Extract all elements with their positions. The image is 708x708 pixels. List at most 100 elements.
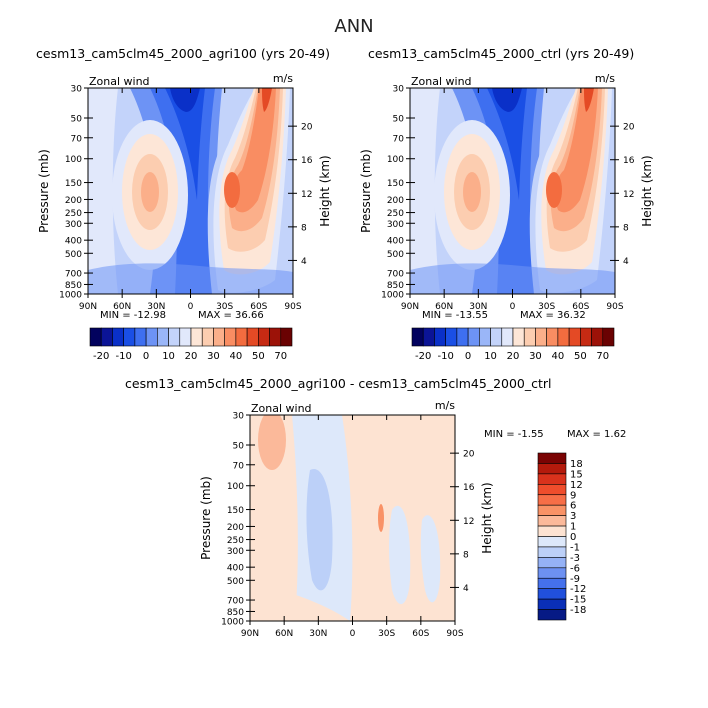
colorbar-swatch: [123, 327, 136, 347]
colorbar-label: 10: [162, 351, 175, 362]
colorbar-swatch: [557, 327, 570, 347]
x-tick-label: 90N: [241, 629, 259, 639]
y-tick-label: 100: [65, 155, 82, 165]
panel2-field: [410, 88, 615, 294]
colorbar-label: 70: [274, 351, 287, 362]
height-tick-label: 8: [463, 550, 469, 560]
x-tick-label: 60N: [275, 629, 293, 639]
x-tick-label: 90S: [446, 629, 463, 639]
height-tick-label: 8: [301, 223, 307, 233]
height-tick-label: 8: [623, 223, 629, 233]
colorbar-swatch: [434, 327, 446, 347]
colorbar-label: 30: [529, 351, 542, 362]
y-tick-label: 400: [387, 237, 404, 247]
y-tick-label: 150: [65, 179, 82, 189]
colorbar-swatch: [134, 327, 147, 347]
x-tick-label: 30S: [538, 302, 555, 312]
panel1-field: [88, 88, 293, 294]
colorbar-label: 40: [230, 351, 243, 362]
y-tick-label: 1000: [381, 291, 404, 301]
colorbar-label: 20: [507, 351, 520, 362]
height-tick-label: 4: [623, 257, 629, 267]
y-tick-label: 150: [387, 179, 404, 189]
y-tick-label: 200: [227, 523, 244, 533]
diff-colorbar-label: 3: [570, 511, 576, 522]
diff-colorbar-label: 15: [570, 469, 583, 480]
panel3-field: [250, 415, 455, 621]
y-tick-label: 50: [393, 115, 405, 125]
colorbar-swatch: [157, 327, 169, 347]
colorbar-label: 30: [207, 351, 220, 362]
y-tick-label: 70: [393, 134, 405, 144]
colorbar-swatch: [258, 327, 270, 347]
y-tick-label: 30: [233, 412, 245, 422]
colorbar-label: 0: [143, 351, 149, 362]
y-tick-label: 50: [71, 115, 83, 125]
y-tick-label: 500: [65, 250, 82, 260]
y-tick-label: 700: [65, 270, 82, 280]
y-tick-label: 400: [227, 564, 244, 574]
y-tick-label: 500: [387, 250, 404, 260]
colorbar-swatch: [479, 327, 491, 347]
y-tick-label: 30: [393, 85, 405, 95]
height-tick-label: 16: [463, 483, 475, 493]
x-tick-label: 60S: [412, 629, 429, 639]
colorbar-swatch: [269, 327, 282, 347]
height-tick-label: 4: [301, 257, 307, 267]
colorbar-label: 70: [596, 351, 609, 362]
panel1-title: cesm13_cam5clm45_2000_agri100 (yrs 20-49…: [36, 46, 330, 61]
colorbar-label: -10: [437, 351, 453, 362]
y-right-axis-title: Height (km): [480, 482, 494, 553]
y-axis-title: Pressure (mb): [359, 149, 373, 233]
panel-left-label: Zonal wind: [411, 75, 472, 88]
diff-colorbar-swatch: [537, 452, 567, 464]
colorbar-swatch: [213, 327, 225, 347]
colorbar-swatch: [145, 327, 158, 347]
y-tick-label: 850: [65, 281, 82, 291]
colorbar-swatch: [246, 327, 259, 347]
panel3-title: cesm13_cam5clm45_2000_agri100 - cesm13_c…: [125, 376, 552, 391]
height-tick-label: 12: [463, 517, 474, 527]
x-tick-label: 30N: [147, 302, 165, 312]
diff-colorbar-swatch: [537, 546, 567, 558]
height-tick-label: 4: [463, 584, 469, 594]
y-tick-label: 100: [387, 155, 404, 165]
colorbar-swatch: [235, 327, 248, 347]
axes-layer: 3050701001502002503004005007008501000481…: [37, 72, 654, 639]
diff-colorbar-swatch: [537, 577, 567, 589]
height-tick-label: 20: [463, 450, 475, 460]
diff-colorbar-label: -6: [570, 563, 580, 574]
colorbar-swatch: [580, 327, 592, 347]
max-label: MAX = 36.32: [520, 310, 586, 321]
colorbar-swatch: [422, 327, 435, 347]
min-label: MIN = -12.98: [100, 310, 166, 321]
x-tick-label: 0: [510, 302, 516, 312]
diff-colorbar-swatch: [537, 609, 567, 621]
y-tick-label: 300: [387, 220, 404, 230]
y-tick-label: 1000: [221, 618, 244, 628]
colorbar-swatch: [591, 327, 604, 347]
x-tick-label: 60S: [250, 302, 267, 312]
colorbar-swatch: [280, 327, 293, 347]
colorbar-swatch: [535, 327, 547, 347]
diff-colorbar-swatch: [537, 557, 567, 569]
colorbar-swatch: [445, 327, 458, 347]
colorbar-swatch: [168, 327, 181, 347]
y-tick-label: 400: [65, 237, 82, 247]
height-tick-label: 16: [301, 156, 313, 166]
y-tick-label: 200: [387, 196, 404, 206]
x-tick-label: 30N: [309, 629, 327, 639]
y-tick-label: 250: [387, 209, 404, 219]
x-tick-label: 30S: [378, 629, 395, 639]
y-axis-title: Pressure (mb): [199, 476, 213, 560]
y-right-axis-title: Height (km): [318, 155, 332, 226]
panel-left-label: Zonal wind: [251, 402, 312, 415]
colorbar-swatch: [512, 327, 525, 347]
height-tick-label: 12: [623, 190, 634, 200]
colorbar-swatch: [546, 327, 559, 347]
panel-left-label: Zonal wind: [89, 75, 150, 88]
diff-colorbar-swatch: [537, 536, 567, 548]
y-tick-label: 300: [227, 547, 244, 557]
diff-colorbar-swatch: [537, 484, 567, 496]
colorbar-swatch: [190, 327, 203, 347]
